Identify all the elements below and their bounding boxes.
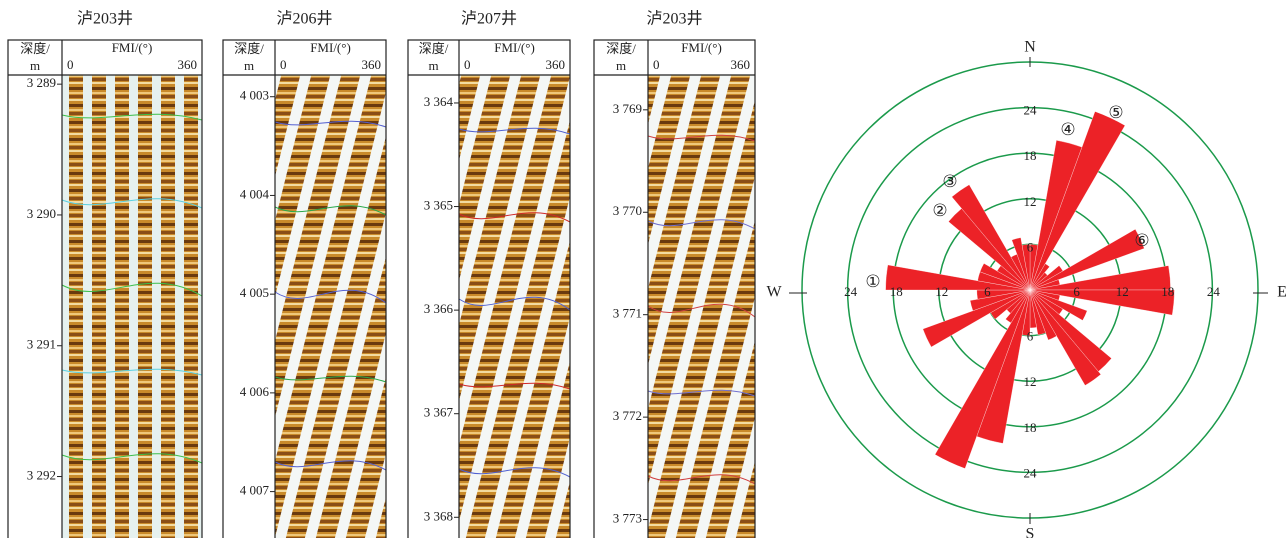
- ring-label: 12: [1116, 284, 1129, 299]
- figure: 泸203井深度/mFMI/(°)03603 2893 2903 2913 292…: [0, 0, 1286, 538]
- ring-label: 18: [890, 284, 903, 299]
- fmi-header: FMI/(°): [494, 40, 535, 55]
- depth-tick-label: 3 368: [424, 508, 453, 523]
- fmi-tick-label: 360: [546, 57, 566, 72]
- rose-diagram: 6 6 6 6 12 12 12 12 18 18 18 18 24 24 24 24 N E S W ① ② ③ ④ ⑤ ⑥: [766, 39, 1286, 538]
- depth-tick-label: 3 292: [27, 468, 56, 483]
- depth-tick-label: 3 365: [424, 198, 453, 213]
- fmi-tick-label: 360: [362, 57, 382, 72]
- pad-gaps: [275, 75, 386, 538]
- ring-label: 6: [1027, 329, 1034, 344]
- depth-tick-label: 4 007: [240, 483, 270, 498]
- depth-unit: m: [428, 58, 438, 73]
- ring-label: 6: [1027, 239, 1034, 254]
- petal-annotation: ④: [1060, 120, 1075, 139]
- petal-annotation: ③: [942, 172, 957, 191]
- depth-tick-label: 4 004: [240, 186, 270, 201]
- compass-label: E: [1277, 284, 1286, 301]
- depth-tick-label: 3 364: [424, 94, 454, 109]
- depth-tick-label: 3 769: [613, 101, 642, 116]
- depth-tick-label: 3 291: [27, 337, 56, 352]
- petal-annotation: ⑤: [1108, 103, 1123, 122]
- fmi-tick-label: 0: [653, 57, 660, 72]
- ring-label: 18: [1024, 420, 1037, 435]
- pad-gaps: [62, 75, 202, 538]
- depth-tick-label: 3 367: [424, 405, 454, 420]
- panel-title: 泸206井: [276, 10, 332, 28]
- depth-header: 深度/: [234, 41, 264, 56]
- ring-label: 24: [1207, 284, 1221, 299]
- ring-label: 24: [844, 284, 858, 299]
- ring-label: 18: [1161, 284, 1174, 299]
- depth-unit: m: [244, 58, 254, 73]
- depth-tick-label: 3 366: [424, 301, 454, 316]
- depth-tick-label: 3 290: [27, 206, 56, 221]
- ring-label: 12: [1024, 194, 1037, 209]
- panel-title: 泸207井: [461, 10, 517, 28]
- compass-label: S: [1026, 526, 1035, 538]
- fmi-tick-label: 0: [280, 57, 287, 72]
- petal-annotation: ②: [932, 201, 947, 220]
- petal-annotation: ⑥: [1134, 231, 1149, 250]
- panel-title: 泸203井: [646, 10, 702, 28]
- fmi-header: FMI/(°): [112, 40, 153, 55]
- compass-label: N: [1024, 39, 1036, 56]
- depth-unit: m: [616, 58, 626, 73]
- fmi-tick-label: 0: [67, 57, 74, 72]
- ring-label: 24: [1024, 103, 1038, 118]
- fmi-tick-label: 360: [731, 57, 751, 72]
- fmi-tick-label: 0: [464, 57, 471, 72]
- page: 泸203井深度/mFMI/(°)03603 2893 2903 2913 292…: [0, 0, 1286, 538]
- depth-tick-label: 3 771: [613, 306, 642, 321]
- depth-header: 深度/: [606, 41, 636, 56]
- depth-tick-label: 3 289: [27, 75, 56, 90]
- depth-tick-label: 4 006: [240, 384, 270, 399]
- depth-header: 深度/: [419, 41, 449, 56]
- ring-label: 12: [1024, 374, 1037, 389]
- depth-unit: m: [30, 58, 40, 73]
- depth-tick-label: 3 773: [613, 511, 642, 526]
- fmi-tick-label: 360: [178, 57, 198, 72]
- depth-header: 深度/: [20, 41, 50, 56]
- pad-gaps: [459, 75, 570, 538]
- depth-tick-label: 3 770: [613, 203, 642, 218]
- compass-label: W: [766, 284, 782, 301]
- fmi-header: FMI/(°): [310, 40, 351, 55]
- ring-label: 6: [1073, 284, 1080, 299]
- ring-label: 12: [935, 284, 948, 299]
- depth-tick-label: 4 003: [240, 88, 269, 103]
- panel-title: 泸203井: [77, 10, 133, 28]
- ring-label: 6: [984, 284, 991, 299]
- ring-label: 18: [1024, 148, 1037, 163]
- petal-annotation: ①: [865, 272, 880, 291]
- fmi-header: FMI/(°): [681, 40, 722, 55]
- depth-tick-label: 3 772: [613, 408, 642, 423]
- depth-tick-label: 4 005: [240, 285, 269, 300]
- ring-label: 24: [1024, 465, 1038, 480]
